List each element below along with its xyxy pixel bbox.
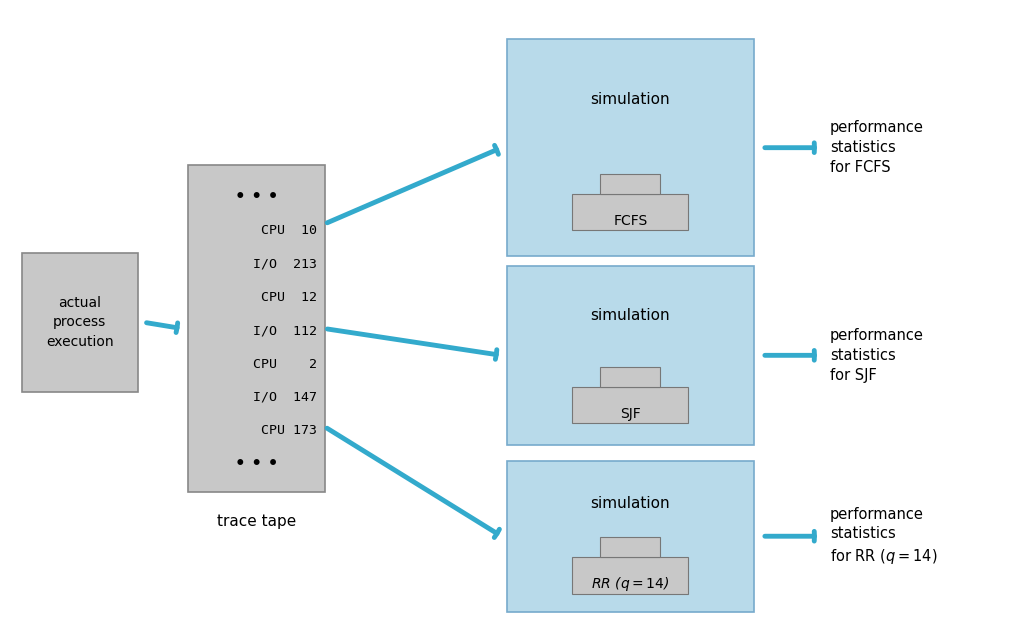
Bar: [188, 165, 324, 492]
Bar: [572, 387, 689, 423]
Bar: [506, 461, 754, 612]
Text: I/O  112: I/O 112: [252, 324, 317, 337]
Bar: [600, 537, 660, 557]
Text: trace tape: trace tape: [217, 514, 296, 529]
Text: I/O  213: I/O 213: [252, 258, 317, 270]
Text: SJF: SJF: [620, 407, 640, 421]
Text: FCFS: FCFS: [613, 214, 647, 228]
Text: simulation: simulation: [591, 495, 670, 511]
Text: actual
process
execution: actual process execution: [46, 296, 113, 349]
Text: performance
statistics
for SJF: performance statistics for SJF: [830, 328, 924, 382]
Bar: [506, 265, 754, 445]
Text: RR ($q = 14$): RR ($q = 14$): [591, 575, 670, 593]
Bar: [600, 174, 660, 193]
Bar: [600, 367, 660, 387]
Text: performance
statistics
for FCFS: performance statistics for FCFS: [830, 120, 924, 175]
Text: I/O  147: I/O 147: [252, 391, 317, 404]
Text: CPU 173: CPU 173: [260, 424, 317, 437]
Text: performance
statistics
for RR ($q = 14$): performance statistics for RR ($q = 14$): [830, 506, 937, 566]
Bar: [506, 39, 754, 256]
Bar: [572, 193, 689, 230]
Text: CPU  12: CPU 12: [260, 291, 317, 304]
Text: CPU  10: CPU 10: [260, 224, 317, 237]
Bar: [572, 557, 689, 593]
Text: • • •: • • •: [235, 455, 279, 473]
Text: simulation: simulation: [591, 308, 670, 324]
Text: CPU    2: CPU 2: [252, 358, 317, 370]
Text: • • •: • • •: [235, 188, 279, 207]
Text: simulation: simulation: [591, 92, 670, 107]
Bar: [21, 253, 138, 391]
